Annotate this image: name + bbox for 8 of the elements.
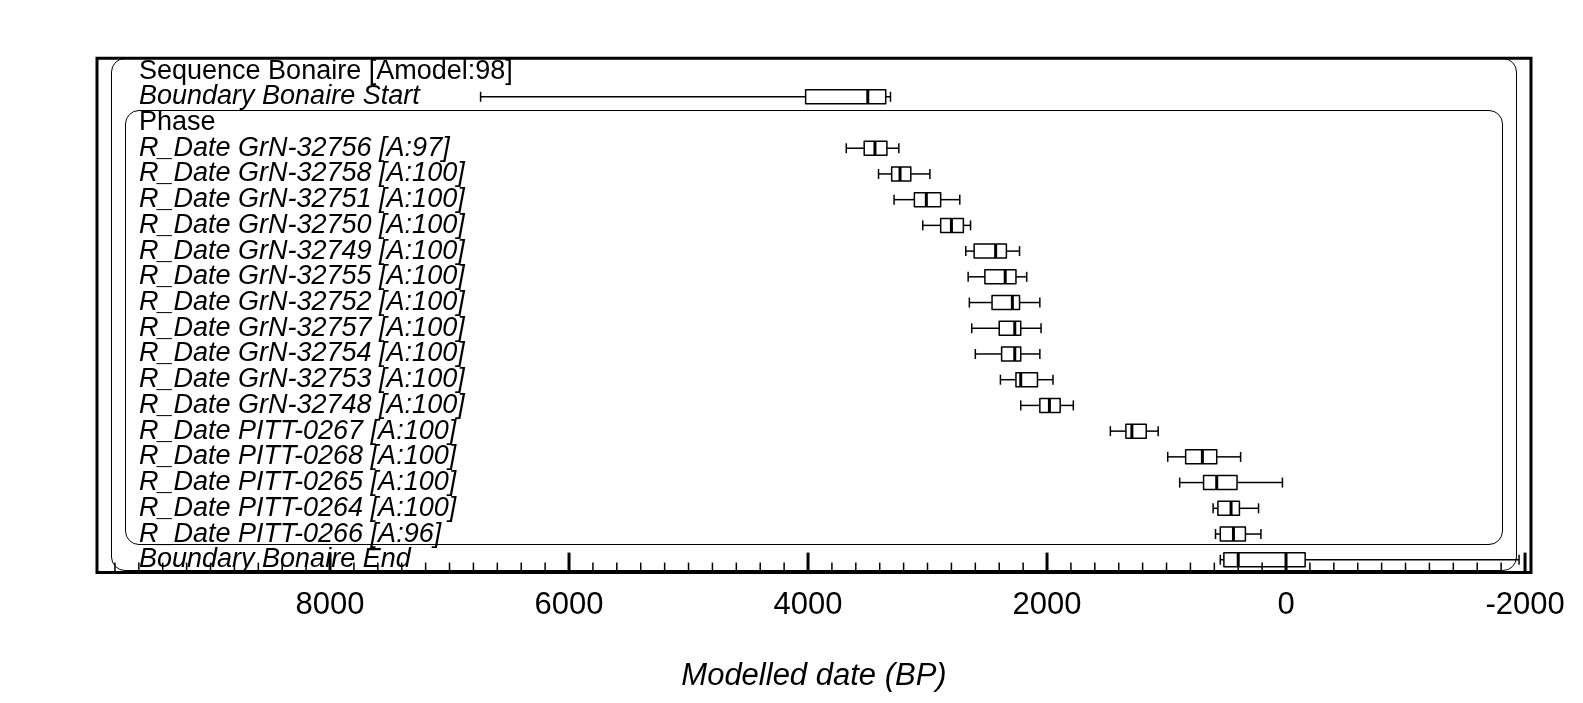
x-tick-label: 8000 <box>295 585 365 621</box>
x-tick-label: 4000 <box>773 585 843 621</box>
x-tick-label: 2000 <box>1012 585 1082 621</box>
x-tick-label: 0 <box>1277 585 1295 621</box>
x-tick-label: 6000 <box>534 585 604 621</box>
x-tick-label: -2000 <box>1485 585 1565 621</box>
y-tick-label: Sequence Bonaire [Amodel:98] <box>139 54 513 85</box>
x-axis-title: Modelled date (BP) <box>681 657 947 693</box>
